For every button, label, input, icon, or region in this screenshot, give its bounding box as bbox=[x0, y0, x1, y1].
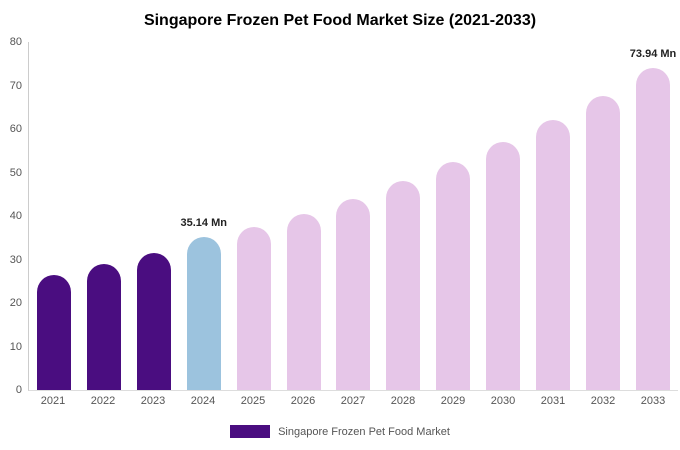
bar-2023 bbox=[136, 252, 171, 390]
y-tick-label: 50 bbox=[9, 166, 22, 179]
x-axis-label-2031: 2031 bbox=[540, 395, 566, 407]
x-axis-label-2028: 2028 bbox=[390, 395, 416, 407]
bar-2022 bbox=[86, 263, 121, 390]
bar-column-2025 bbox=[229, 42, 279, 390]
bar-2028 bbox=[386, 181, 421, 390]
y-tick-label: 30 bbox=[9, 253, 22, 266]
x-axis-labels: 2021 2022 2023 2024 2025 2026 2027 2028 2029 2030… bbox=[28, 395, 678, 407]
y-tick-label: 40 bbox=[9, 210, 22, 222]
bar-2033 bbox=[636, 68, 671, 390]
plot-area: 35.14 Mn 73.94 Mn bbox=[28, 42, 678, 391]
x-axis-label-2024: 2024 bbox=[190, 395, 216, 407]
y-axis: 0 10 20 30 40 50 60 70 80 bbox=[0, 36, 26, 396]
legend-label: Singapore Frozen Pet Food Market bbox=[278, 425, 450, 438]
bar-2032 bbox=[586, 96, 621, 390]
bar-2024 bbox=[186, 237, 221, 390]
bar-column-2028 bbox=[378, 42, 428, 390]
bar-column-2032 bbox=[578, 42, 628, 390]
data-label-2024: 35.14 Mn bbox=[180, 217, 227, 230]
bar-column-2026 bbox=[279, 42, 329, 390]
data-label-2033: 73.94 Mn bbox=[629, 48, 677, 61]
bar-column-2030 bbox=[478, 42, 528, 390]
bar-column-2022 bbox=[79, 42, 129, 390]
bar-2027 bbox=[336, 198, 371, 390]
chart-title: Singapore Frozen Pet Food Market Size (2… bbox=[143, 12, 537, 29]
x-axis-label-2030: 2030 bbox=[490, 395, 516, 407]
x-axis-label-2023: 2023 bbox=[140, 395, 166, 407]
legend: Singapore Frozen Pet Food Market bbox=[0, 425, 680, 438]
bar-column-2033: 73.94 Mn bbox=[628, 42, 678, 390]
bar-column-2023 bbox=[129, 42, 179, 390]
bar-column-2021 bbox=[29, 42, 79, 390]
bar-column-2027 bbox=[329, 42, 379, 390]
bar-2021 bbox=[36, 274, 71, 390]
bar-column-2029 bbox=[428, 42, 478, 390]
x-axis-label-2021: 2021 bbox=[40, 395, 66, 407]
bar-column-2024: 35.14 Mn bbox=[179, 42, 229, 390]
bar-column-2031 bbox=[528, 42, 578, 390]
x-axis-label-2025: 2025 bbox=[240, 395, 266, 407]
bar-2031 bbox=[536, 120, 571, 390]
x-axis-label-2026: 2026 bbox=[290, 395, 316, 407]
y-tick-label: 60 bbox=[9, 123, 22, 135]
x-axis-label-2022: 2022 bbox=[90, 395, 116, 407]
y-tick-label: 0 bbox=[15, 384, 22, 396]
bar-2029 bbox=[436, 161, 471, 390]
x-axis-label-2029: 2029 bbox=[440, 395, 466, 407]
legend-swatch bbox=[230, 425, 271, 438]
y-tick-label: 70 bbox=[9, 79, 22, 92]
bar-2030 bbox=[486, 142, 521, 390]
bar-2025 bbox=[236, 226, 271, 390]
y-tick-label: 80 bbox=[9, 36, 22, 48]
x-axis-label-2027: 2027 bbox=[340, 395, 366, 407]
x-axis-label-2032: 2032 bbox=[590, 395, 616, 407]
bar-2026 bbox=[286, 213, 321, 390]
y-tick-label: 10 bbox=[9, 340, 22, 353]
y-tick-label: 20 bbox=[9, 297, 22, 309]
x-axis-label-2033: 2033 bbox=[640, 395, 666, 407]
